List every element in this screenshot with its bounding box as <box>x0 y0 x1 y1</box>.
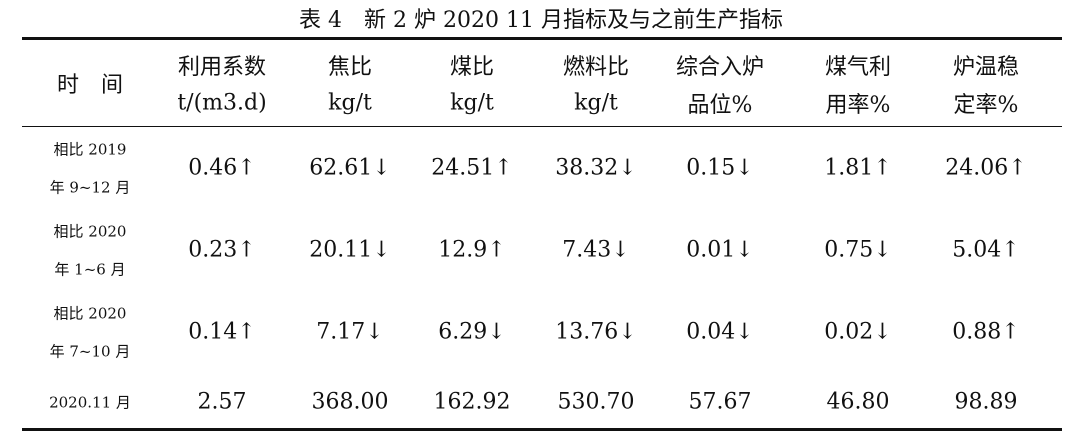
header-cell: 燃料比 <box>562 55 630 80</box>
header-cell: 炉温稳 <box>952 55 1020 80</box>
bottom-rule <box>22 428 1062 431</box>
header-cell: 时 间 <box>56 73 124 98</box>
table-cell: 0.88↑ <box>952 319 1020 345</box>
header-cell: 煤气利 <box>824 55 892 80</box>
header-cell: kg/t <box>574 90 618 116</box>
header-cell: kg/t <box>450 90 494 116</box>
table-cell: 0.14↑ <box>188 319 256 345</box>
table-cell: 98.89 <box>954 389 1018 415</box>
table-cell: 38.32↓ <box>555 155 637 181</box>
header-cell: 利用系数 <box>177 55 267 80</box>
table-cell: 0.15↓ <box>686 155 754 181</box>
header-cell: 用率% <box>825 93 891 118</box>
table-cell: 0.23↑ <box>188 237 256 263</box>
table-cell: 0.01↓ <box>686 237 754 263</box>
header-cell: kg/t <box>328 90 372 116</box>
table-cell: 46.80 <box>826 389 890 415</box>
table-cell: 5.04↑ <box>952 237 1020 263</box>
row-label: 2020.11 月 <box>49 393 131 412</box>
header-rule <box>22 126 1062 127</box>
table-cell: 2.57 <box>197 389 247 415</box>
table-cell: 20.11↓ <box>309 237 391 263</box>
table-cell: 162.92 <box>433 389 511 415</box>
row-label: 年 7~10 月 <box>49 342 131 361</box>
row-label: 年 9~12 月 <box>49 178 131 197</box>
top-rule <box>22 37 1062 40</box>
table-cell: 0.75↓ <box>824 237 892 263</box>
table-cell: 368.00 <box>311 389 389 415</box>
table-cell: 57.67 <box>688 389 752 415</box>
table-cell: 24.06↑ <box>945 155 1027 181</box>
row-label: 相比 2020 <box>53 304 127 323</box>
header-cell: t/(m3.d) <box>177 90 267 116</box>
header-cell: 焦比 <box>327 55 373 80</box>
table-cell: 24.51↑ <box>431 155 513 181</box>
table-cell: 12.9↑ <box>438 237 506 263</box>
header-cell: 品位% <box>687 93 753 118</box>
table-cell: 0.46↑ <box>188 155 256 181</box>
header-cell: 煤比 <box>449 55 495 80</box>
table-cell: 0.02↓ <box>824 319 892 345</box>
table-cell: 13.76↓ <box>555 319 637 345</box>
row-label: 相比 2019 <box>53 140 127 159</box>
header-cell: 综合入炉 <box>675 55 765 80</box>
table-cell: 6.29↓ <box>438 319 506 345</box>
table-cell: 7.43↓ <box>562 237 630 263</box>
table-cell: 7.17↓ <box>316 319 384 345</box>
row-label: 年 1~6 月 <box>54 260 126 279</box>
table-cell: 62.61↓ <box>309 155 391 181</box>
table-cell: 0.04↓ <box>686 319 754 345</box>
row-label: 相比 2020 <box>53 222 127 241</box>
table-title: 表 4 新 2 炉 2020 11 月指标及与之前生产指标 <box>299 8 783 33</box>
table-cell: 530.70 <box>557 389 635 415</box>
header-cell: 定率% <box>953 93 1019 118</box>
table-cell: 1.81↑ <box>824 155 892 181</box>
